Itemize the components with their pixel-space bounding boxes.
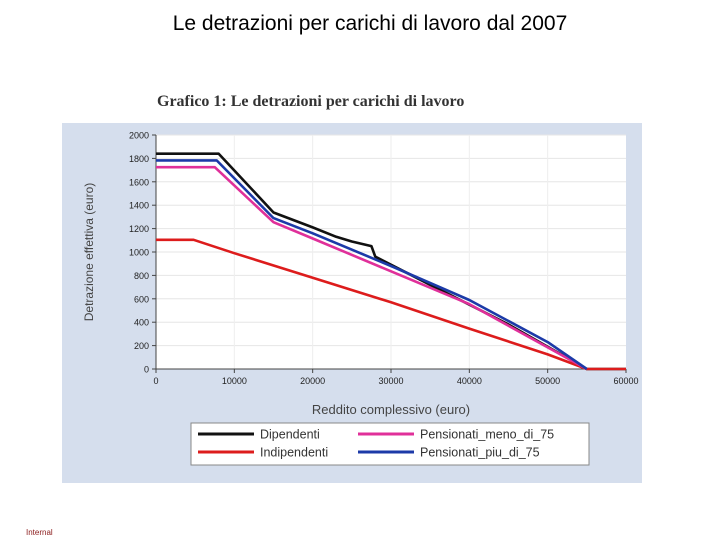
x-tick-label: 0 [153, 376, 158, 386]
y-tick-label: 1800 [129, 154, 149, 164]
legend-label: Pensionati_piu_di_75 [420, 446, 540, 460]
slide-title: Le detrazioni per carichi di lavoro dal … [172, 12, 568, 35]
legend-box [190, 422, 590, 466]
y-tick-label: 1000 [129, 248, 149, 258]
legend-label: Indipendenti [260, 446, 328, 460]
x-tick-label: 50000 [535, 376, 560, 386]
y-tick-label: 400 [134, 318, 149, 328]
y-tick-label: 600 [134, 294, 149, 304]
y-axis-label: Detrazione effettiva (euro) [82, 183, 96, 322]
legend-label: Pensionati_meno_di_75 [420, 428, 554, 442]
series-line-pensionati-meno-di-75 [156, 165, 588, 371]
y-tick-label: 0 [144, 365, 149, 375]
x-tick-label: 40000 [457, 376, 482, 386]
y-tick-label: 1400 [129, 201, 149, 211]
series-line-pensionati-piu-di-75 [156, 159, 588, 371]
x-tick-label: 30000 [378, 376, 403, 386]
legend-label: Dipendenti [260, 428, 320, 442]
legend: Dipendenti Indipendenti Pensionati_meno_di… [198, 428, 554, 460]
x-axis-label: Reddito complessivo (euro) [312, 402, 470, 417]
y-tick-label: 1200 [129, 224, 149, 234]
chart-title: Grafico 1: Le detrazioni per carichi di … [157, 93, 465, 110]
series-line-indipendenti [156, 238, 626, 371]
x-tick-label: 10000 [222, 376, 247, 386]
x-tick-label: 20000 [300, 376, 325, 386]
x-tick-label: 60000 [613, 376, 638, 386]
y-tick-label: 1600 [129, 177, 149, 187]
y-tick-label: 2000 [129, 131, 149, 141]
y-tick-label: 200 [134, 341, 149, 351]
series-lines [156, 152, 626, 371]
chart-panel: 0 200 400 600 800 1000 1200 1400 1600 1800 2000 0 10… [62, 123, 642, 483]
footer-label: Internal [26, 528, 53, 537]
y-tick-label: 800 [134, 271, 149, 281]
